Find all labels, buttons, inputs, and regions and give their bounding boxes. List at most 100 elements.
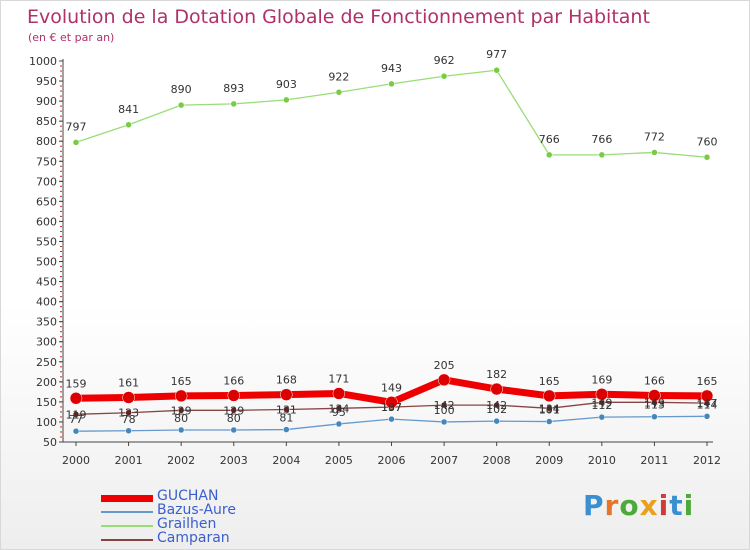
data-point-grailhen — [703, 154, 711, 161]
x-tick-label: 2005 — [325, 454, 353, 467]
data-label-guchan: 159 — [66, 377, 87, 390]
data-point-grailhen — [177, 101, 185, 109]
y-tick-label: 550 — [36, 235, 57, 248]
data-point-guchan — [700, 389, 714, 403]
data-label-camparan: 147 — [697, 397, 718, 410]
data-label-camparan: 142 — [434, 399, 455, 412]
y-tick-label: 1000 — [29, 55, 57, 68]
data-label-guchan: 165 — [171, 375, 192, 388]
data-point-guchan — [490, 382, 503, 396]
x-tick-label: 2001 — [115, 454, 143, 467]
y-tick-label: 750 — [36, 155, 57, 168]
data-point-grailhen — [283, 96, 290, 104]
data-label-guchan: 182 — [486, 368, 507, 381]
data-point-camparan — [230, 407, 237, 414]
data-point-guchan — [174, 389, 188, 403]
chart-subtitle: (en € et par an) — [28, 31, 115, 44]
data-label-bazus-aure: 102 — [486, 403, 507, 416]
data-point-grailhen — [335, 89, 343, 96]
data-label-bazus-aure: 114 — [697, 398, 718, 411]
y-tick-label: 300 — [36, 336, 57, 349]
x-tick-label: 2008 — [483, 454, 511, 467]
y-tick-label: 50 — [43, 436, 57, 449]
data-label-camparan: 149 — [644, 396, 665, 409]
x-tick-label: 2009 — [535, 454, 563, 467]
legend-swatch-camparan — [101, 539, 153, 541]
data-point-grailhen — [651, 149, 658, 156]
data-point-bazus-aure — [703, 413, 711, 420]
data-label-guchan: 166 — [223, 374, 244, 387]
data-label-grailhen: 893 — [223, 82, 244, 95]
series-grailhen — [72, 66, 711, 161]
data-labels-layer: 797 841 890 893 903 922 943 962 977 766 766 772 760 7… — [66, 48, 718, 426]
data-point-grailhen — [230, 100, 237, 108]
y-tick-label: 700 — [36, 175, 57, 188]
x-tick-label: 2006 — [378, 454, 406, 467]
data-point-camparan — [440, 401, 448, 409]
data-point-bazus-aure — [546, 418, 553, 425]
series-bazus-aure — [72, 413, 711, 435]
data-point-bazus-aure — [493, 417, 500, 425]
y-tick-label: 400 — [36, 296, 57, 309]
data-point-bazus-aure — [388, 415, 395, 423]
series-guchan — [69, 373, 714, 409]
y-tick-label: 500 — [36, 256, 57, 269]
x-tick-label: 2011 — [640, 454, 668, 467]
y-tick-label: 650 — [36, 195, 57, 208]
y-tick-label: 200 — [36, 376, 57, 389]
data-point-camparan — [125, 409, 132, 416]
logo-letter: x — [639, 489, 659, 522]
data-label-guchan: 171 — [328, 372, 349, 385]
data-point-grailhen — [493, 66, 500, 74]
logo-letter: P — [583, 489, 605, 522]
data-label-grailhen: 903 — [276, 78, 297, 91]
data-point-guchan — [332, 387, 346, 400]
data-label-grailhen: 962 — [434, 54, 455, 67]
data-label-grailhen: 890 — [171, 83, 192, 96]
x-tick-label: 2012 — [693, 454, 721, 467]
data-point-guchan — [227, 389, 240, 402]
logo-letter: i — [658, 489, 670, 522]
data-label-bazus-aure: 80 — [227, 412, 241, 425]
data-label-bazus-aure: 107 — [381, 401, 402, 414]
data-point-grailhen — [125, 121, 132, 129]
data-point-guchan — [122, 391, 135, 404]
data-label-grailhen: 766 — [539, 133, 560, 146]
y-tick-label: 950 — [36, 75, 57, 88]
data-point-camparan — [546, 405, 553, 412]
data-label-camparan: 142 — [486, 399, 507, 412]
y-tick-label: 800 — [36, 135, 57, 148]
data-label-camparan: 129 — [223, 404, 244, 417]
x-tick-label: 2000 — [62, 454, 90, 467]
y-tick-label: 600 — [36, 215, 57, 228]
data-label-grailhen: 772 — [644, 130, 665, 143]
data-label-grailhen: 797 — [66, 120, 87, 133]
logo-letter: t — [669, 489, 684, 522]
data-label-bazus-aure: 80 — [174, 412, 188, 425]
logo-letter: r — [604, 489, 620, 522]
series-layer — [69, 66, 714, 435]
data-label-guchan: 149 — [381, 381, 402, 394]
data-point-grailhen — [598, 151, 606, 159]
logo-letter: o — [619, 489, 640, 522]
data-point-bazus-aure — [440, 418, 448, 426]
data-point-grailhen — [440, 72, 448, 80]
data-point-guchan — [595, 388, 609, 401]
data-point-bazus-aure — [283, 426, 290, 433]
data-label-camparan: 134 — [328, 402, 349, 415]
data-point-guchan — [280, 388, 293, 401]
data-point-guchan — [437, 373, 451, 387]
data-label-bazus-aure: 95 — [332, 406, 346, 419]
data-label-camparan: 131 — [276, 404, 297, 417]
legend-label-grailhen: Grailhen — [157, 516, 217, 532]
axes: 50 100 150 200 250 300 350 400 450 500 550 600 650 70… — [29, 55, 721, 467]
data-label-camparan: 129 — [171, 404, 192, 417]
x-tick-label: 2004 — [272, 454, 300, 467]
data-label-guchan: 161 — [118, 376, 139, 389]
data-point-bazus-aure — [125, 427, 132, 435]
data-label-grailhen: 922 — [328, 70, 349, 83]
data-label-guchan: 169 — [591, 373, 612, 386]
data-point-bazus-aure — [230, 426, 237, 434]
